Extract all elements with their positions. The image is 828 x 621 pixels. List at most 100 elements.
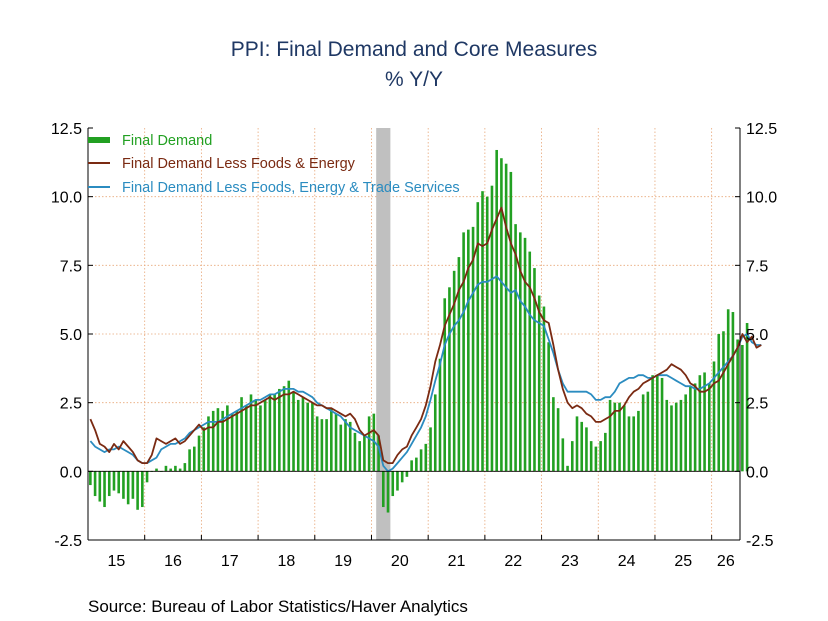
final-demand-bar <box>188 449 191 472</box>
final-demand-bar <box>566 465 569 472</box>
final-demand-bars <box>89 149 749 513</box>
final-demand-bar <box>367 416 371 472</box>
final-demand-bar <box>462 232 465 472</box>
final-demand-bar <box>353 432 357 472</box>
final-demand-bar <box>670 405 673 472</box>
final-demand-bar <box>580 421 584 472</box>
legend: Final Demand Final Demand Less Foods & E… <box>88 133 460 196</box>
final-demand-bar <box>89 471 92 486</box>
final-demand-bar <box>471 226 475 472</box>
final-demand-bar <box>259 405 262 472</box>
final-demand-bar <box>202 427 206 472</box>
final-demand-bar <box>665 399 669 472</box>
final-demand-bar <box>415 457 418 472</box>
final-demand-bar <box>145 471 149 483</box>
final-demand-bar <box>552 397 555 472</box>
y-tick-label-left: 2.5 <box>60 396 82 413</box>
y-tick-label-right: 7.5 <box>746 258 768 275</box>
final-demand-bar <box>684 394 687 472</box>
final-demand-bar <box>679 399 683 472</box>
final-demand-bar <box>296 399 300 472</box>
y-tick-label-right: 10.0 <box>746 190 777 207</box>
y-tick-label-right: 5.0 <box>746 327 768 344</box>
x-tick-label: 16 <box>164 553 182 570</box>
source-note: Source: Bureau of Labor Statistics/Haver… <box>88 597 468 616</box>
y-axis-left: -2.5 0.0 2.5 5.0 7.5 10.0 12.5 <box>51 121 93 550</box>
final-demand-bar <box>712 361 716 472</box>
final-demand-bar <box>98 471 102 502</box>
final-demand-bar <box>731 312 735 472</box>
y-tick-label-left: 7.5 <box>60 258 82 275</box>
x-tick-label: 22 <box>504 553 522 570</box>
final-demand-bar <box>585 427 588 472</box>
final-demand-bar <box>377 435 380 472</box>
final-demand-bar <box>301 397 305 472</box>
chart-title: PPI: Final Demand and Core Measures <box>231 38 598 61</box>
final-demand-bar <box>703 372 706 472</box>
final-demand-bar <box>637 410 640 472</box>
final-demand-bar <box>693 383 697 472</box>
legend-label-less-food-energy-trade: Final Demand Less Foods, Energy & Trade … <box>122 180 460 196</box>
final-demand-bar <box>495 149 498 472</box>
final-demand-bar <box>604 432 607 472</box>
legend-swatch-final-demand <box>88 137 110 143</box>
final-demand-bar <box>537 295 541 472</box>
final-demand-bar <box>344 419 347 472</box>
final-demand-bar <box>292 391 295 472</box>
final-demand-bar <box>93 471 97 497</box>
final-demand-bar <box>122 471 125 499</box>
final-demand-bar <box>126 471 130 505</box>
final-demand-bar <box>689 386 692 472</box>
final-demand-bar <box>155 468 158 472</box>
final-demand-bar <box>452 270 456 472</box>
final-demand-bar <box>575 416 579 472</box>
final-demand-bar <box>405 471 409 477</box>
line-less-food-energy <box>89 206 762 464</box>
final-demand-bar <box>528 251 532 472</box>
y-tick-label-left: 10.0 <box>51 190 82 207</box>
final-demand-bar <box>726 309 730 472</box>
line-less-food-energy-trade <box>89 275 762 473</box>
final-demand-bar <box>174 465 177 472</box>
final-demand-bar <box>613 402 617 472</box>
final-demand-bar <box>429 427 432 472</box>
final-demand-bar <box>306 402 309 472</box>
final-demand-bar <box>641 394 645 472</box>
final-demand-bar <box>651 375 654 472</box>
final-demand-bar <box>424 443 428 472</box>
final-demand-bar <box>396 471 399 491</box>
final-demand-bar <box>561 438 565 472</box>
final-demand-bar <box>235 410 239 472</box>
final-demand-bar <box>268 394 272 472</box>
final-demand-bar <box>381 471 385 508</box>
final-demand-bar <box>211 410 215 472</box>
final-demand-bar <box>263 399 267 472</box>
final-demand-bar <box>717 334 721 472</box>
final-demand-bar <box>533 268 536 472</box>
final-demand-bar <box>556 408 560 472</box>
final-demand-bar <box>103 471 106 508</box>
x-tick-label: 26 <box>717 553 735 570</box>
final-demand-bar <box>169 468 172 472</box>
final-demand-bar <box>226 405 229 472</box>
final-demand-bar <box>589 441 593 472</box>
final-demand-bar <box>164 465 168 472</box>
final-demand-bar <box>741 344 744 472</box>
final-demand-bar <box>599 441 602 472</box>
final-demand-bar <box>249 394 253 472</box>
final-demand-bar <box>339 424 343 472</box>
final-demand-bar <box>348 421 352 472</box>
y-tick-label-right: 12.5 <box>746 121 777 138</box>
final-demand-bar <box>632 416 635 472</box>
final-demand-bar <box>311 402 314 472</box>
final-demand-bar <box>334 413 338 472</box>
y-axis-right: -2.5 0.0 2.5 5.0 7.5 10.0 12.5 <box>735 121 777 550</box>
final-demand-bar <box>509 171 513 472</box>
final-demand-bar <box>448 287 451 472</box>
y-tick-label-right: 2.5 <box>746 396 768 413</box>
chart-subtitle: % Y/Y <box>385 68 443 91</box>
final-demand-bar <box>523 237 527 472</box>
final-demand-bar <box>410 460 413 472</box>
final-demand-bar <box>207 416 210 472</box>
final-demand-bar <box>193 446 196 472</box>
